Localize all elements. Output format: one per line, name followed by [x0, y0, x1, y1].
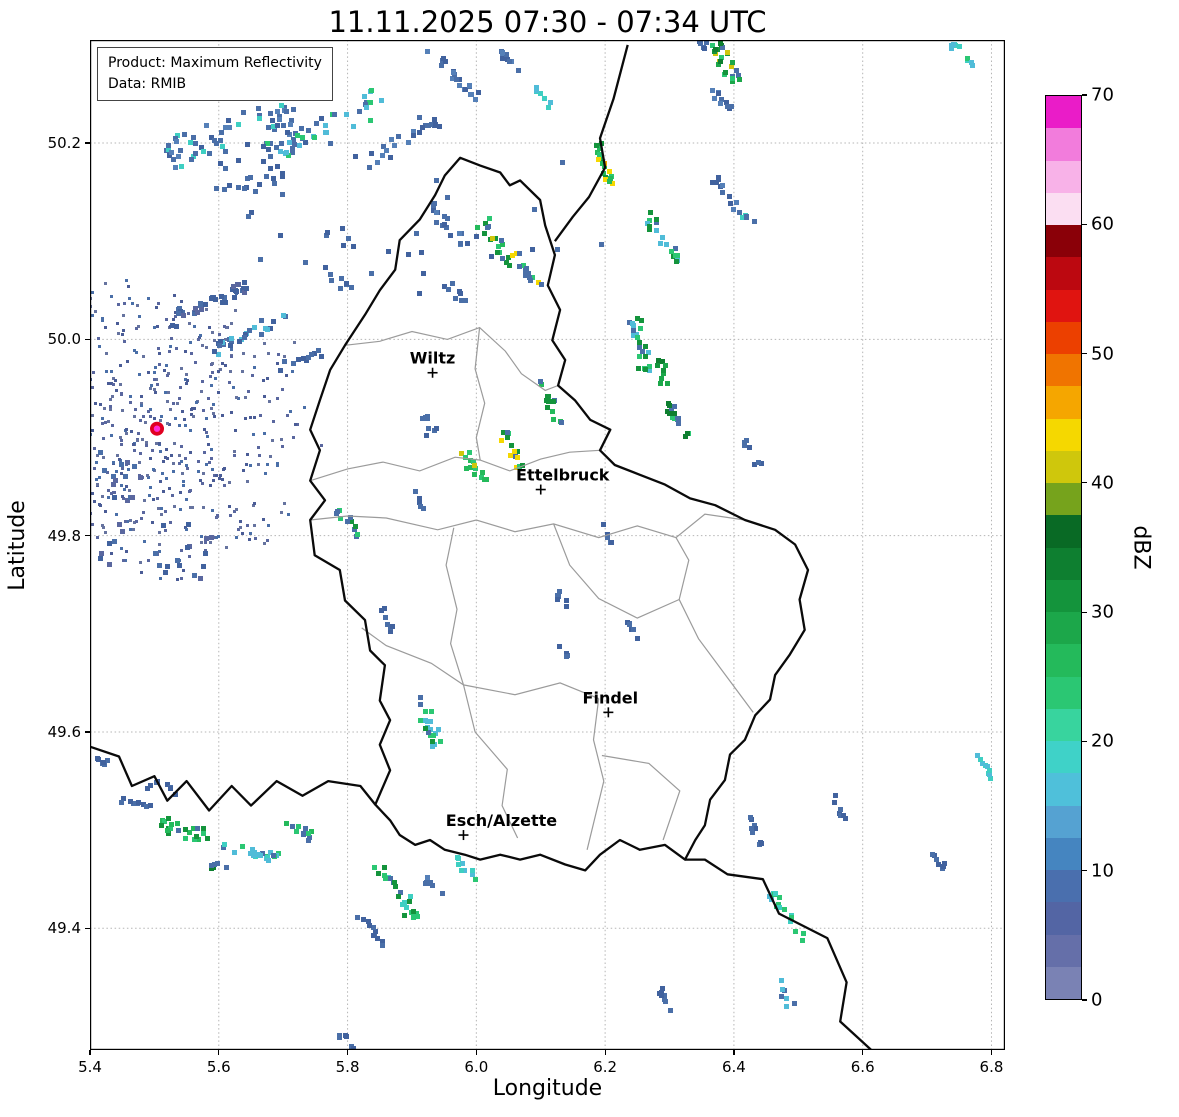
colorbar-tick-label: 30 [1091, 601, 1114, 623]
city-label: Ettelbruck [516, 466, 610, 485]
colorbar-segment [1046, 450, 1081, 483]
product-info-line2: Data: RMIB [108, 76, 187, 92]
x-tick-label: 5.6 [206, 1058, 231, 1076]
x-tick-label: 5.8 [335, 1058, 360, 1076]
colorbar-segment [1046, 257, 1081, 290]
map-plot: Wiltz Ettelbruck Findel Esch/Alzette [90, 40, 1005, 1050]
colorbar-segment [1046, 805, 1081, 838]
x-tick-mark [218, 1050, 220, 1055]
colorbar-segment [1046, 708, 1081, 741]
colorbar-tick-label: 50 [1091, 343, 1114, 365]
colorbar-segment [1046, 96, 1081, 129]
colorbar-label: dBZ [1128, 525, 1154, 570]
colorbar-tick-mark [1082, 94, 1087, 96]
y-tick-mark [85, 927, 90, 929]
colorbar-segment [1046, 128, 1081, 161]
x-tick-label: 6.8 [979, 1058, 1004, 1076]
y-tick-mark [85, 535, 90, 537]
colorbar-segment [1046, 934, 1081, 967]
city-markers: Wiltz Ettelbruck Findel Esch/Alzette [410, 349, 639, 841]
colorbar-segment [1046, 547, 1081, 580]
radar-echoes [95, 40, 993, 1050]
gridlines [90, 40, 1005, 1050]
x-tick-label: 5.4 [78, 1058, 102, 1076]
y-axis-label-wrap: Latitude [4, 40, 30, 1050]
colorbar-segment [1046, 644, 1081, 677]
x-tick-mark [346, 1050, 349, 1055]
x-tick-mark [604, 1050, 606, 1055]
colorbar-segment [1046, 773, 1081, 806]
x-tick-mark [862, 1050, 864, 1055]
x-axis-label: Longitude [492, 1076, 603, 1101]
ground-clutter [90, 279, 323, 581]
colorbar-tick-label: 20 [1091, 730, 1114, 752]
colorbar-segment [1046, 902, 1081, 935]
luxembourg-border [309, 156, 810, 872]
country-borders [90, 44, 874, 1050]
city-label: Wiltz [410, 349, 456, 368]
y-tick-label: 49.8 [47, 526, 81, 545]
city-label: Esch/Alzette [446, 811, 558, 830]
colorbar-segment [1046, 870, 1081, 903]
colorbar-tick-mark [1082, 870, 1087, 872]
colorbar-segment [1046, 160, 1081, 193]
colorbar-segment [1046, 741, 1081, 774]
colorbar-segment [1046, 612, 1081, 645]
y-tick-label: 50.0 [47, 330, 81, 349]
x-tick-label: 6.0 [464, 1058, 489, 1076]
colorbar-segment [1046, 321, 1081, 354]
colorbar-segment [1046, 483, 1081, 516]
product-info-box: Product: Maximum Reflectivity Data: RMIB [97, 47, 333, 101]
colorbar-tick-mark [1082, 482, 1087, 484]
x-tick-label: 6.2 [593, 1058, 618, 1076]
colorbar-segment [1046, 289, 1081, 322]
colorbar-tick-label: 40 [1091, 472, 1114, 494]
colorbar-segment [1046, 386, 1081, 419]
x-tick-mark [733, 1050, 735, 1055]
x-tick-mark [89, 1050, 91, 1055]
colorbar-tick-label: 70 [1091, 84, 1114, 106]
page-title: 11.11.2025 07:30 - 07:34 UTC [328, 5, 767, 39]
colorbar-tick-label: 60 [1091, 213, 1114, 235]
colorbar [1045, 95, 1082, 1000]
y-axis-label: Latitude [4, 499, 30, 591]
colorbar-segment [1046, 579, 1081, 612]
y-tick-label: 49.4 [47, 919, 81, 938]
colorbar-tick-mark [1082, 352, 1087, 355]
colorbar-tick-label: 0 [1091, 989, 1103, 1011]
y-tick-label: 50.2 [47, 134, 81, 153]
colorbar-segment [1046, 225, 1081, 258]
plot-frame [90, 40, 1005, 1050]
radar-site-marker [150, 421, 164, 436]
y-tick-mark [85, 731, 90, 733]
colorbar-segment [1046, 418, 1081, 451]
x-tick-label: 6.4 [721, 1058, 746, 1076]
colorbar-tick-mark [1082, 611, 1087, 613]
colorbar-segment [1046, 354, 1081, 387]
colorbar-segment [1046, 966, 1081, 999]
city-label: Findel [583, 688, 639, 707]
map-content: Wiltz Ettelbruck Findel Esch/Alzette [90, 40, 1005, 1050]
colorbar-segment [1046, 676, 1081, 709]
colorbar-segment [1046, 515, 1081, 548]
colorbar-tick-mark [1082, 999, 1087, 1001]
x-tick-label: 6.6 [850, 1058, 875, 1076]
canton-borders [310, 326, 754, 850]
colorbar-segment [1046, 837, 1081, 870]
x-tick-mark [475, 1050, 477, 1055]
y-tick-label: 49.6 [47, 722, 81, 741]
y-tick-mark [85, 142, 90, 144]
colorbar-label-wrap: dBZ [1126, 95, 1156, 1000]
colorbar-tick-label: 10 [1091, 860, 1114, 882]
colorbar-tick-mark [1082, 223, 1087, 225]
colorbar-tick-mark [1082, 740, 1087, 743]
y-tick-mark [85, 338, 90, 340]
product-info-line1: Product: Maximum Reflectivity [108, 55, 322, 71]
colorbar-segment [1046, 192, 1081, 225]
x-tick-mark [990, 1050, 993, 1055]
